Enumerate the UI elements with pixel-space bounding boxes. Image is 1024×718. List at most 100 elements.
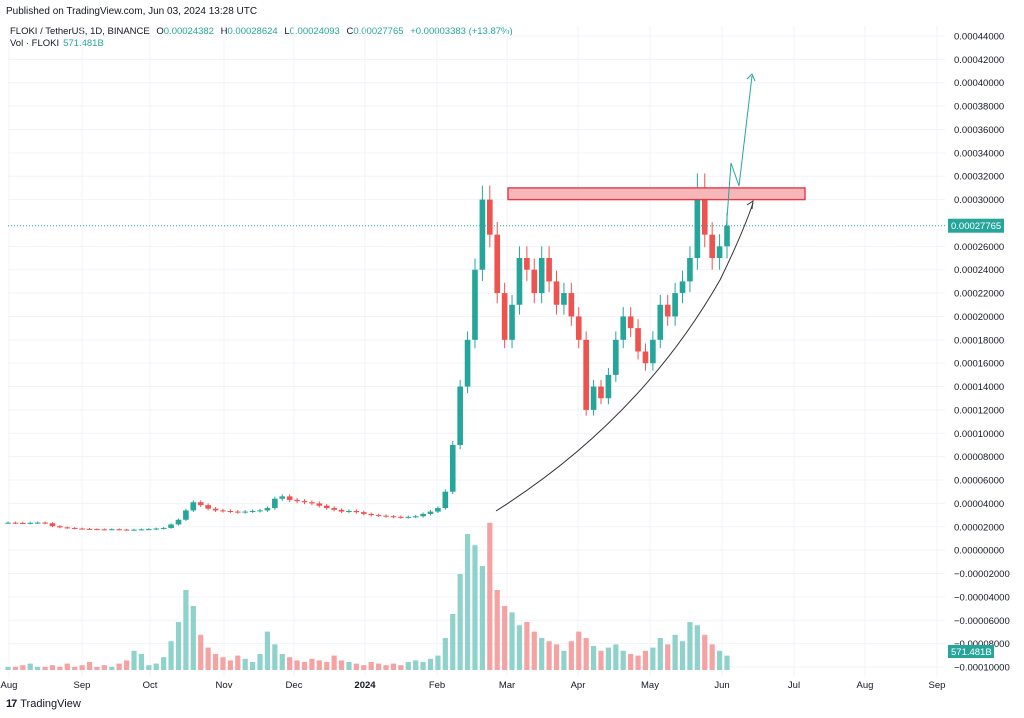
candle-body — [168, 524, 174, 528]
candle-body — [716, 246, 723, 259]
volume-bar — [264, 631, 271, 670]
candle-body — [435, 508, 441, 512]
candle-body — [205, 505, 211, 509]
projection-line — [725, 75, 753, 233]
volume-bar — [324, 662, 330, 670]
volume-bar — [309, 658, 315, 670]
volume-bar — [435, 655, 441, 670]
candle-body — [546, 258, 552, 282]
projection-arrow-icon — [746, 73, 756, 82]
candle-body — [457, 386, 463, 445]
y-tick-label: 0.00016000 — [954, 359, 1004, 370]
candle-body — [605, 374, 612, 399]
candle-body — [294, 499, 300, 502]
volume-bar — [190, 606, 196, 670]
y-tick-label: 0.00000000 — [954, 546, 1004, 557]
candle-body — [657, 304, 664, 340]
candle-body — [709, 234, 715, 259]
y-tick-label: −0.00006000 — [954, 616, 1010, 627]
volume-bar — [635, 655, 641, 670]
y-tick-label: 0.00008000 — [954, 452, 1004, 463]
candle-body — [12, 522, 19, 524]
volume-bar — [42, 666, 48, 670]
candle-body — [368, 513, 375, 516]
candle-body — [664, 304, 671, 317]
volume-bar — [353, 663, 359, 670]
y-tick-label: 0.00036000 — [954, 125, 1004, 136]
volume-bar — [338, 660, 345, 670]
x-tick-label: Feb — [429, 680, 445, 691]
close-value: 0.00027765 — [353, 26, 404, 37]
volume-legend: Vol · FLOKI 571.481B — [10, 38, 104, 49]
volume-bar — [546, 641, 552, 670]
candle-body — [346, 511, 352, 513]
open-label: O — [156, 26, 164, 37]
y-tick-label: 0.00004000 — [954, 499, 1004, 510]
y-tick-label: 0.00044000 — [954, 32, 1004, 43]
volume-bar — [287, 657, 293, 670]
volume-bar — [628, 654, 634, 670]
y-tick-label: 0.00026000 — [954, 242, 1004, 253]
y-tick-label: −0.00010000 — [954, 663, 1010, 674]
volume-bar — [650, 647, 656, 670]
volume-bar — [153, 663, 159, 670]
high-value: 0.00028624 — [227, 26, 278, 37]
candle-body — [101, 529, 108, 531]
volume-bar — [553, 644, 560, 670]
volume-bar — [138, 654, 145, 670]
candle-body — [360, 512, 367, 514]
volume-bar — [124, 660, 130, 670]
candle-body — [598, 386, 604, 399]
volume-bar — [346, 662, 352, 670]
candle-body — [479, 199, 486, 270]
candle-body — [501, 293, 508, 340]
candle-body — [383, 515, 389, 517]
volume-value: 571.481B — [63, 38, 104, 49]
candle-body — [338, 509, 345, 512]
volume-bar — [116, 663, 122, 670]
x-tick-label: Aug — [1, 680, 18, 691]
volume-bar — [642, 650, 649, 670]
y-tick-label: 0.00018000 — [954, 335, 1004, 346]
candle-body — [516, 258, 523, 305]
candle-body — [131, 529, 137, 531]
volume-bar — [694, 625, 700, 670]
tradingview-logo[interactable]: 17 TradingView — [6, 698, 81, 710]
volume-bar — [687, 622, 693, 670]
low-value: 0.00024093 — [289, 26, 340, 37]
volume-bar — [457, 574, 463, 670]
candle-body — [197, 502, 204, 506]
candle-body — [694, 187, 701, 259]
support-curve — [495, 202, 754, 512]
candle-body — [353, 511, 360, 513]
y-tick-label: 0.00012000 — [954, 405, 1004, 416]
volume-bar — [464, 534, 471, 670]
candle-body — [57, 526, 63, 528]
brand-label: TradingView — [20, 698, 81, 710]
candle-body — [375, 515, 382, 517]
volume-bar — [198, 634, 204, 670]
candle-body — [160, 527, 167, 529]
volume-bar — [301, 662, 308, 670]
volume-bar — [672, 634, 678, 670]
candle-body — [49, 523, 56, 527]
volume-bar — [368, 662, 374, 670]
candle-body — [138, 529, 145, 531]
y-tick-label: 0.00038000 — [954, 102, 1004, 113]
volume-bar — [568, 641, 574, 670]
candle-body — [94, 529, 100, 531]
volume-bar — [220, 657, 226, 670]
candle-body — [553, 281, 560, 305]
x-tick-label: Apr — [571, 680, 586, 691]
volume-bar — [702, 634, 708, 670]
candle-body — [575, 316, 582, 340]
volume-bar — [620, 650, 626, 670]
candle-body — [34, 522, 41, 524]
volume-bar — [531, 631, 537, 670]
candle-body — [427, 511, 434, 514]
volume-bar — [383, 665, 389, 670]
volume-bar — [72, 666, 78, 670]
candle-body — [227, 511, 234, 513]
candle-body — [612, 339, 619, 375]
